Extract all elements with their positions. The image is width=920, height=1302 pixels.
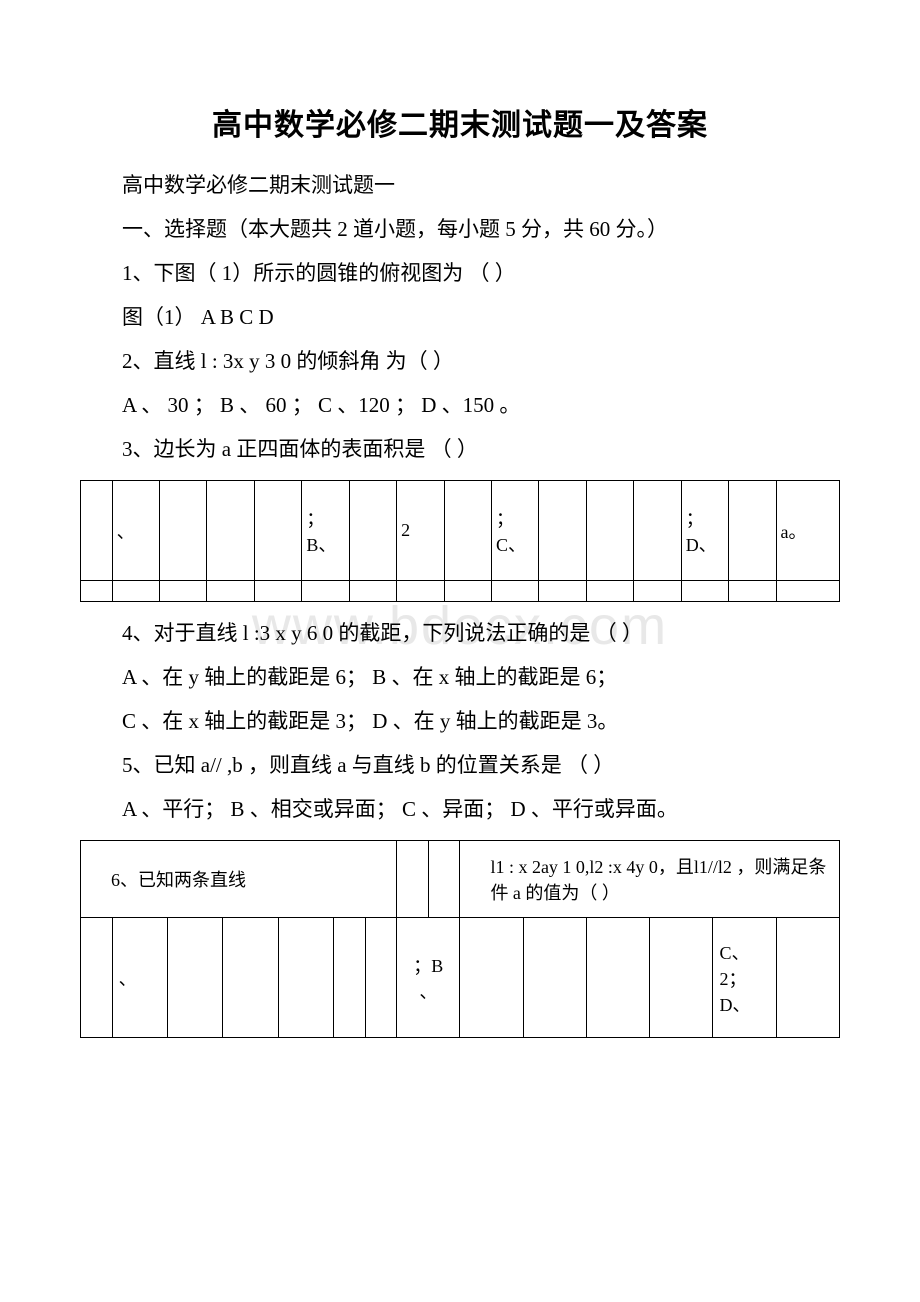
table-cell xyxy=(112,581,159,602)
table-cell: ；B 、 xyxy=(397,918,460,1038)
table-cell: 6、已知两条直线 xyxy=(81,841,397,918)
paragraph-q2: 2、直线 l : 3x y 3 0 的倾斜角 为（ ） xyxy=(80,340,840,382)
table-cell: l1 : x 2ay 1 0,l2 :x 4y 0，且l1//l2 ，则满足条件… xyxy=(460,841,840,918)
table-cell: C、2；D、 xyxy=(713,918,776,1038)
table-cell xyxy=(160,481,207,581)
table-cell xyxy=(167,918,222,1038)
table-cell xyxy=(397,841,429,918)
table-cell xyxy=(634,581,681,602)
table-cell xyxy=(207,581,254,602)
table-cell xyxy=(254,581,301,602)
table-q6: 6、已知两条直线 l1 : x 2ay 1 0,l2 :x 4y 0，且l1//… xyxy=(80,840,840,1038)
paragraph-q1: 1、下图（ 1）所示的圆锥的俯视图为 （ ） xyxy=(80,252,840,294)
table-q3-options: 、 ；B、 2 ；C、 ；D、 a。 xyxy=(80,480,840,602)
table-cell xyxy=(586,918,649,1038)
table-cell xyxy=(681,581,728,602)
table-row xyxy=(81,581,840,602)
table-cell: a。 xyxy=(776,481,839,581)
table-cell xyxy=(776,581,839,602)
table-cell xyxy=(81,481,113,581)
table-cell: ；B、 xyxy=(302,481,349,581)
table-cell xyxy=(333,918,365,1038)
table-cell xyxy=(650,918,713,1038)
document-title: 高中数学必修二期末测试题一及答案 xyxy=(80,100,840,144)
paragraph-q2-options: A 、 30 ； B 、 60 ； C 、120 ； D 、150 。 xyxy=(80,384,840,426)
table-cell xyxy=(444,581,491,602)
table-cell xyxy=(729,481,776,581)
table-cell: ；C、 xyxy=(492,481,539,581)
table-cell xyxy=(428,841,460,918)
table-cell: 、 xyxy=(112,918,167,1038)
paragraph-q5: 5、已知 a// ,b ，则直线 a 与直线 b 的位置关系是 （ ） xyxy=(80,744,840,786)
paragraph-subtitle: 高中数学必修二期末测试题一 xyxy=(80,164,840,206)
table-cell xyxy=(539,481,586,581)
table-cell xyxy=(160,581,207,602)
table-row: 、 ；B、 2 ；C、 ；D、 a。 xyxy=(81,481,840,581)
table-cell xyxy=(302,581,349,602)
table-cell: 、 xyxy=(112,481,159,581)
table-cell: 2 xyxy=(397,481,444,581)
table-cell xyxy=(81,581,113,602)
table-cell xyxy=(634,481,681,581)
paragraph-q3: 3、边长为 a 正四面体的表面积是 （ ） xyxy=(80,428,840,470)
table-cell xyxy=(460,918,523,1038)
paragraph-q1-options: 图（1） A B C D xyxy=(80,296,840,338)
table-cell xyxy=(586,581,633,602)
table-cell xyxy=(223,918,278,1038)
paragraph-section-header: 一、选择题（本大题共 2 道小题，每小题 5 分，共 60 分。） xyxy=(80,208,840,250)
table-cell xyxy=(349,581,396,602)
paragraph-q4-options-cd: C 、在 x 轴上的截距是 3； D 、在 y 轴上的截距是 3。 xyxy=(80,700,840,742)
table-cell xyxy=(523,918,586,1038)
document-content: 高中数学必修二期末测试题一及答案 高中数学必修二期末测试题一 一、选择题（本大题… xyxy=(80,100,840,1038)
table-cell xyxy=(586,481,633,581)
table-row: 、 ；B 、 C、2；D、 xyxy=(81,918,840,1038)
table-cell xyxy=(365,918,397,1038)
table-cell xyxy=(81,918,113,1038)
table-cell xyxy=(349,481,396,581)
table-cell xyxy=(207,481,254,581)
table-cell xyxy=(254,481,301,581)
table-cell xyxy=(729,581,776,602)
table-cell xyxy=(444,481,491,581)
paragraph-q5-options: A 、平行； B 、相交或异面； C 、异面； D 、平行或异面。 xyxy=(80,788,840,830)
paragraph-q4: 4、对于直线 l :3 x y 6 0 的截距，下列说法正确的是 （ ） xyxy=(80,612,840,654)
table-cell xyxy=(776,918,839,1038)
table-cell xyxy=(539,581,586,602)
table-cell xyxy=(492,581,539,602)
table-cell xyxy=(397,581,444,602)
table-row: 6、已知两条直线 l1 : x 2ay 1 0,l2 :x 4y 0，且l1//… xyxy=(81,841,840,918)
table-cell: ；D、 xyxy=(681,481,728,581)
paragraph-q4-options-ab: A 、在 y 轴上的截距是 6； B 、在 x 轴上的截距是 6； xyxy=(80,656,840,698)
table-cell xyxy=(278,918,333,1038)
